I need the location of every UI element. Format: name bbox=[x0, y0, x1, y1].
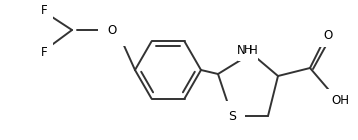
Text: H: H bbox=[248, 44, 257, 57]
Text: OH: OH bbox=[331, 94, 349, 107]
Text: F: F bbox=[41, 46, 47, 59]
Text: F: F bbox=[41, 4, 47, 17]
Text: S: S bbox=[228, 109, 236, 122]
Text: O: O bbox=[323, 29, 333, 41]
Text: N: N bbox=[237, 44, 245, 57]
Text: O: O bbox=[107, 24, 117, 37]
Text: H: H bbox=[244, 45, 252, 55]
